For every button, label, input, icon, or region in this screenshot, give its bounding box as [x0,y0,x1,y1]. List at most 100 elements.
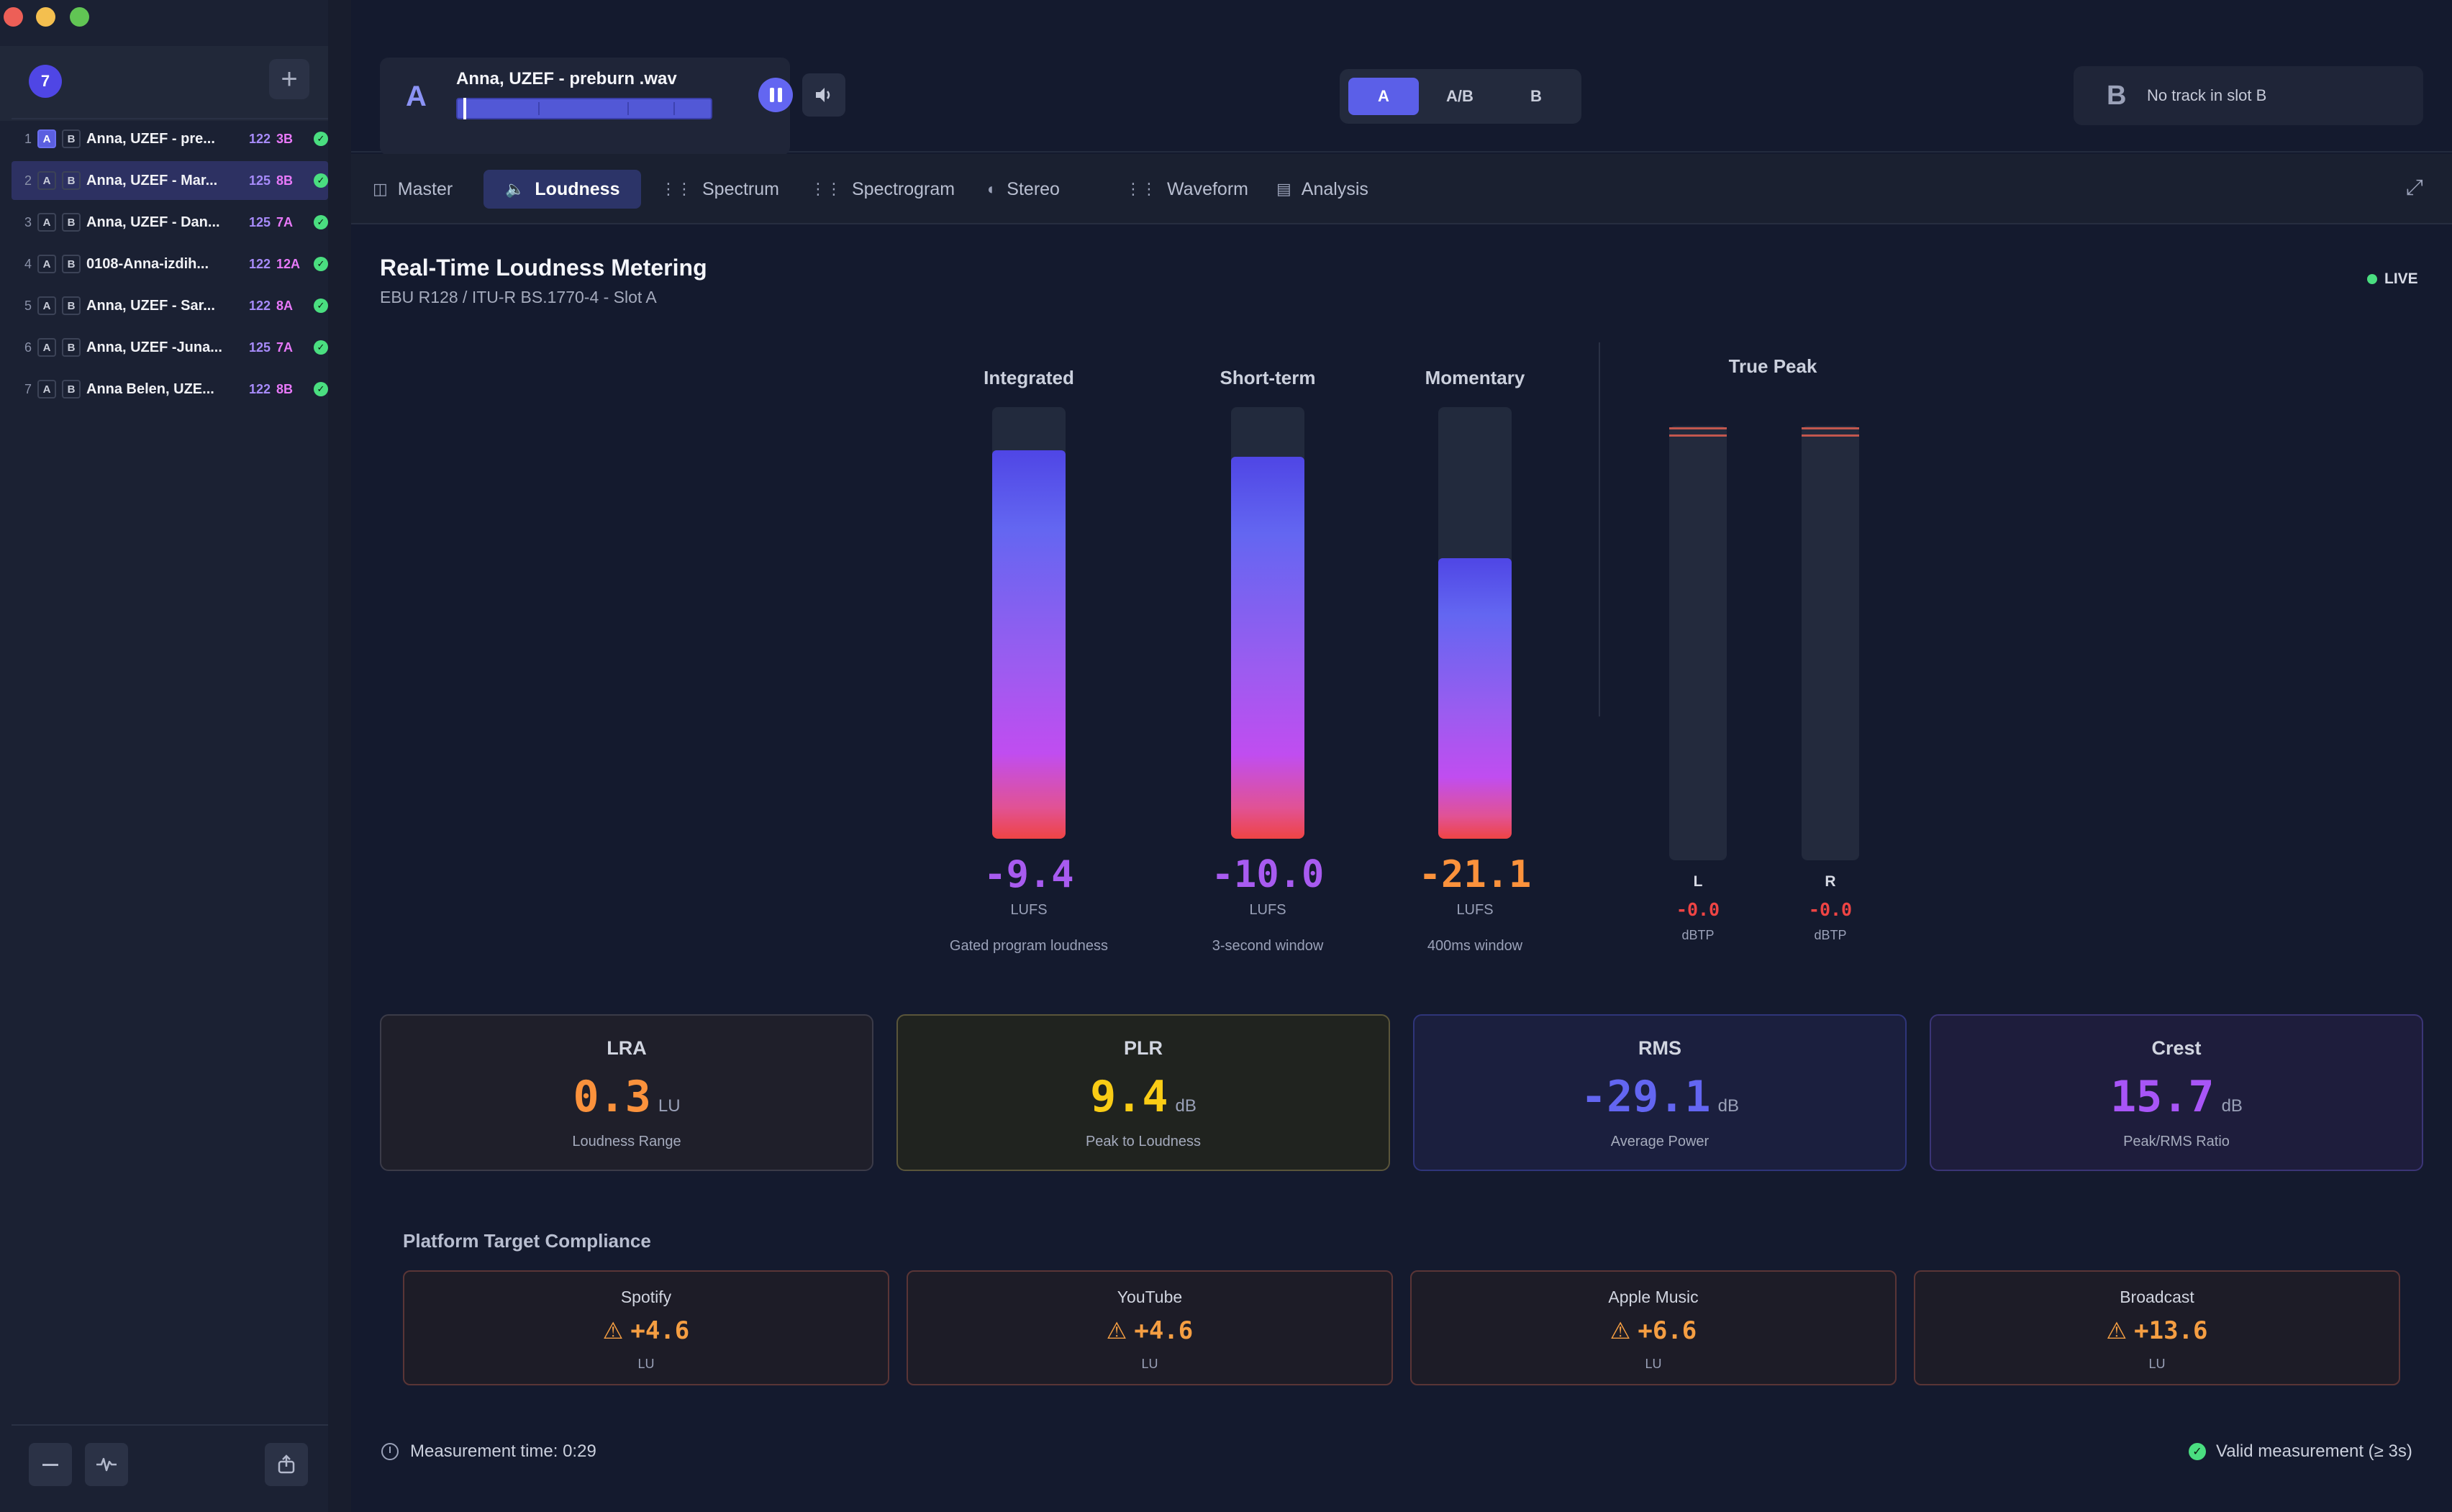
stat-value: 15.7 [2110,1072,2215,1122]
track-row[interactable]: 3 A B Anna, UZEF - Dan... 125 7A ✓ [12,203,328,242]
track-row[interactable]: 1 A B Anna, UZEF - pre... 122 3B ✓ [12,119,328,158]
track-row[interactable]: 7 A B Anna Belen, UZE... 122 8B ✓ [12,370,328,409]
load-slot-b-button[interactable]: B [62,338,81,357]
analyzed-check-icon: ✓ [314,257,328,271]
load-slot-b-button[interactable]: B [62,380,81,399]
platform-value-row: ⚠ +4.6 [908,1316,1391,1345]
tab-label: Waveform [1167,178,1248,199]
load-slot-a-button[interactable]: A [37,380,56,399]
platform-value: +13.6 [2134,1316,2208,1345]
track-name: Anna, UZEF -Juna... [86,339,222,355]
export-icon [278,1454,295,1474]
meter-unit: LUFS [1249,902,1286,918]
playhead[interactable] [463,98,466,119]
stat-title: RMS [1638,1037,1681,1059]
tab-label: Stereo [1007,178,1060,199]
track-key: 8A [276,298,294,313]
platform-value-row: ⚠ +4.6 [404,1316,888,1345]
load-slot-b-button[interactable]: B [62,171,81,190]
stat-description: Average Power [1610,1134,1709,1149]
meter-value: -21.1 [1418,853,1532,896]
load-slot-a-button[interactable]: A [37,213,56,232]
meter-track [1438,407,1512,839]
analyze-button[interactable] [85,1443,128,1486]
tab-spectrum[interactable]: ⋮⋮ Spectrum [639,170,801,209]
load-slot-b-button[interactable]: B [62,213,81,232]
spectrum-icon: ⋮⋮ [660,180,692,198]
load-slot-a-button[interactable]: A [37,171,56,190]
load-slot-b-button[interactable]: B [62,255,81,273]
load-slot-a-button[interactable]: A [37,296,56,315]
tab-stereo[interactable]: ◐ Stereo [966,170,1081,209]
tab-bar: ◫ Master 🔈 Loudness ⋮⋮ Spectrum ⋮⋮ Spect… [351,154,2452,224]
track-key: 3B [276,131,294,146]
ab-option-a[interactable]: A [1348,78,1419,115]
tab-waveform[interactable]: ⋮⋮ Waveform [1104,170,1270,209]
clock-icon [381,1443,399,1460]
load-slot-b-button[interactable]: B [62,296,81,315]
track-bpm: 122 [248,298,271,313]
track-name: Anna, UZEF - Dan... [86,214,220,230]
platform-unit: LU [637,1357,655,1371]
track-row[interactable]: 4 A B 0108-Anna-izdih... 122 12A ✓ [12,245,328,283]
track-name: Anna, UZEF - pre... [86,130,215,147]
meter-description: Gated program loudness [949,938,1109,954]
true-peak-channel: L [1693,873,1703,890]
pause-button[interactable] [758,78,793,112]
track-row[interactable]: 2 A B Anna, UZEF - Mar... 125 8B ✓ [12,161,328,200]
tab-spectrogram[interactable]: ⋮⋮ Spectrogram [789,170,976,209]
track-number: 7 [24,381,32,396]
stereo-icon: ◐ [987,180,997,198]
sidebar: 7 + 1 A B Anna, UZEF - pre... 122 3B ✓ 2 A B Anna,… [0,0,328,1512]
true-peak-channel: R [1825,873,1836,890]
warning-icon: ⚠ [2106,1318,2128,1344]
volume-button[interactable] [802,73,845,117]
track-row[interactable]: 6 A B Anna, UZEF -Juna... 125 7A ✓ [12,328,328,367]
window-minimize-button[interactable] [36,7,55,27]
pause-icon [777,88,782,102]
meter-label: Short-term [1220,367,1316,388]
meter-label: Momentary [1425,367,1525,388]
ab-option-b[interactable]: B [1530,87,1542,105]
window-zoom-button[interactable] [70,7,89,27]
track-key: 12A [276,256,301,271]
waveform-scrubber[interactable] [456,98,712,119]
warning-icon: ⚠ [1609,1318,1631,1344]
track-bpm: 125 [248,340,271,355]
sidebar-footer [12,1424,328,1496]
true-peak-title: True Peak [1728,355,1817,377]
slot-b-panel[interactable]: B No track in slot B [2074,66,2423,125]
track-row[interactable]: 5 A B Anna, UZEF - Sar... 122 8A ✓ [12,286,328,325]
platform-value-row: ⚠ +6.6 [1412,1316,1895,1345]
wave-segment [538,102,540,115]
platform-card: Broadcast ⚠ +13.6 LU [1914,1270,2400,1385]
platform-card: YouTube ⚠ +4.6 LU [907,1270,1393,1385]
tab-master[interactable]: ◫ Master [351,170,474,209]
track-bpm: 122 [248,256,271,271]
compliance-title: Platform Target Compliance [403,1230,651,1252]
platform-unit: LU [1645,1357,1662,1371]
export-button[interactable] [265,1443,308,1486]
true-peak-hold-marker [1802,427,1859,429]
load-slot-b-button[interactable]: B [62,129,81,148]
stat-title: LRA [607,1037,647,1059]
track-number: 4 [24,256,32,271]
waveform-icon: ⋮⋮ [1125,180,1157,198]
ab-option-ab[interactable]: A/B [1446,87,1474,105]
load-slot-a-button[interactable]: A [37,338,56,357]
load-slot-a-button[interactable]: A [37,255,56,273]
expand-icon[interactable]: ⤢ [2406,176,2423,199]
tab-loudness[interactable]: 🔈 Loudness [483,170,642,209]
load-slot-a-button[interactable]: A [37,129,56,148]
track-bpm: 125 [248,214,271,229]
tab-label: Spectrum [702,178,779,199]
true-peak-unit: dBTP [1814,928,1847,942]
track-number: 3 [24,214,32,229]
remove-track-button[interactable] [29,1443,72,1486]
platform-name: Spotify [620,1288,672,1306]
analyzed-check-icon: ✓ [314,299,328,313]
add-track-button[interactable]: + [269,59,309,99]
page-subtitle: EBU R128 / ITU-R BS.1770-4 - Slot A [380,288,657,306]
window-close-button[interactable] [4,7,23,27]
tab-analysis[interactable]: ▤ Analysis [1255,170,1390,209]
